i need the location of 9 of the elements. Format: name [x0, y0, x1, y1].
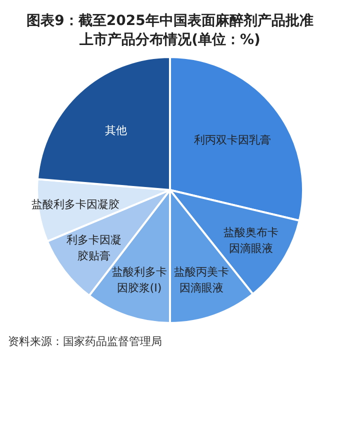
slice-label: 利多卡因凝胶贴膏 — [66, 233, 122, 262]
text: 资料来源：国家药品监督管理局 — [8, 334, 163, 349]
slice-label: 盐酸利多卡因胶浆(Ⅰ) — [112, 266, 167, 295]
slice-label: 盐酸利多卡因凝胶 — [31, 198, 120, 211]
slice-label: 利丙双卡因乳膏 — [194, 133, 272, 146]
slice-label: 其他 — [104, 124, 127, 138]
slice-label: 盐酸丙美卡因滴眼液 — [174, 265, 230, 294]
chart-title: 图表9：截至2025年中国表面麻醉剂产品批准上市产品分布情况(单位：%) — [26, 12, 314, 50]
slice-label: 盐酸奥布卡因滴眼液 — [223, 226, 278, 256]
